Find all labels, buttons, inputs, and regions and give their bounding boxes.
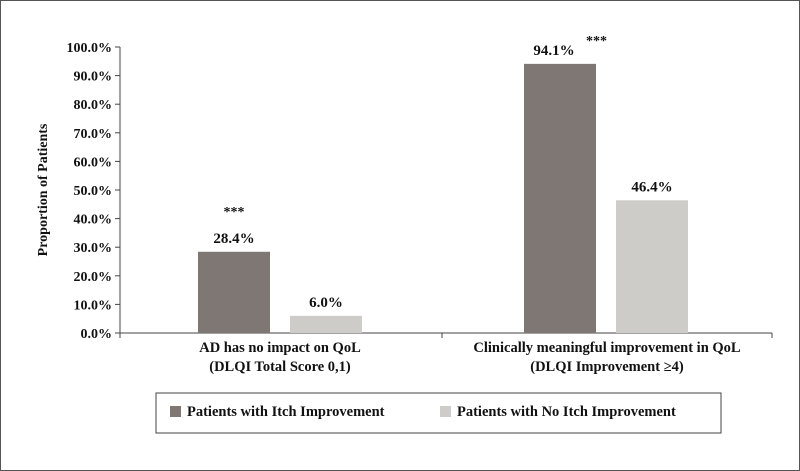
y-tick-label: 60.0%: [74, 155, 113, 170]
y-tick-label: 10.0%: [74, 298, 113, 313]
legend-swatch: [440, 406, 451, 417]
legend-swatch: [170, 406, 181, 417]
bar: [198, 251, 270, 333]
y-tick-label: 50.0%: [74, 184, 113, 199]
category-label: (DLQI Total Score 0,1): [209, 359, 351, 375]
bars: *** 28.4% 94.1% *** 6.0% 46.4%: [198, 34, 688, 334]
y-tick-label: 30.0%: [74, 241, 113, 256]
y-tick-label: 100.0%: [67, 41, 113, 56]
data-label: 6.0%: [309, 295, 343, 311]
axes: 0.0% 10.0% 20.0% 30.0% 40.0% 50.0% 60.0% 70.0% 8…: [36, 41, 773, 375]
legend-label: Patients with No Itch Improvement: [457, 404, 676, 420]
legend-label: Patients with Itch Improvement: [187, 404, 385, 420]
y-tick-label: 20.0%: [74, 270, 113, 285]
category-label: (DLQI Improvement ≥4): [530, 359, 684, 375]
bar: [524, 63, 596, 334]
y-tick-label: 0.0%: [81, 327, 113, 342]
data-label: 94.1%: [533, 43, 574, 59]
y-tick-label: 90.0%: [74, 70, 113, 85]
y-tick-label: 70.0%: [74, 127, 113, 142]
y-axis-title: Proportion of Patients: [36, 123, 51, 256]
y-tick-label: 40.0%: [74, 213, 113, 228]
significance-label: ***: [224, 205, 245, 220]
data-label: 28.4%: [213, 231, 254, 247]
data-label: 46.4%: [631, 179, 672, 195]
legend: Patients with Itch Improvement Patients w…: [155, 392, 722, 434]
category-label: Clinically meaningful improvement in QoL: [473, 340, 741, 356]
bar: [290, 315, 362, 333]
legend-box: [155, 392, 722, 434]
category-label: AD has no impact on QoL: [199, 340, 361, 356]
bar: [616, 200, 688, 333]
significance-label: ***: [586, 34, 607, 49]
y-tick-label: 80.0%: [74, 98, 113, 113]
